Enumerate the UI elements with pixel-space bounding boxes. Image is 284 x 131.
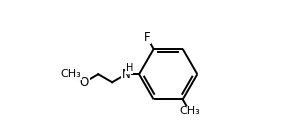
Text: N: N bbox=[122, 68, 130, 81]
Text: CH₃: CH₃ bbox=[179, 106, 200, 116]
Text: O: O bbox=[80, 76, 89, 89]
Text: F: F bbox=[143, 31, 150, 43]
Text: H: H bbox=[126, 63, 133, 73]
Text: CH₃: CH₃ bbox=[60, 69, 81, 79]
